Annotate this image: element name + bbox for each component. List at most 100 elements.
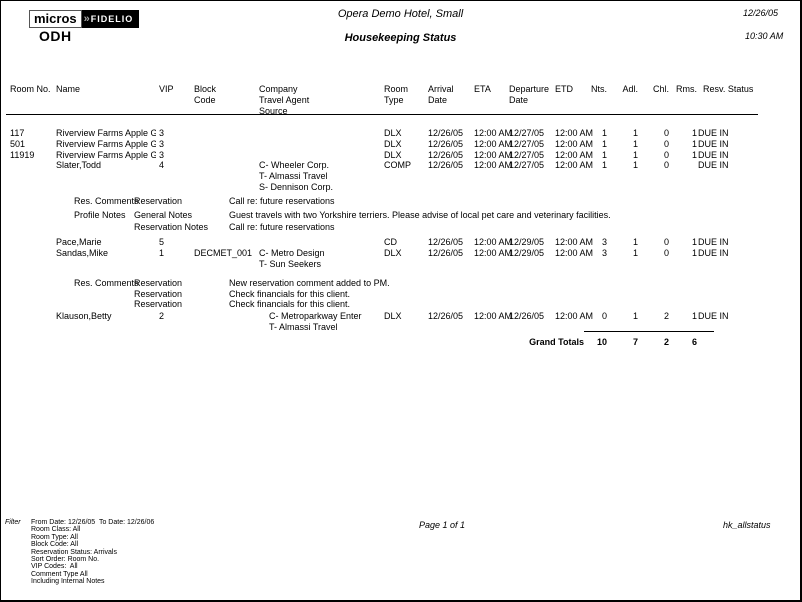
arrival-date: 12/26/05 xyxy=(428,160,464,170)
total-rooms: 6 xyxy=(691,337,697,347)
resv-status: DUE IN xyxy=(698,150,729,160)
filter-line: VIP Codes: All xyxy=(31,563,78,571)
nights: 1 xyxy=(601,150,607,160)
page-number: Page 1 of 1 xyxy=(419,520,466,530)
comment-text: Check financials for this client. xyxy=(229,289,351,299)
rooms: 1 xyxy=(691,248,697,258)
arrival-date: 12/26/05 xyxy=(428,311,464,321)
etd-value: 12:00 AM xyxy=(555,311,594,321)
arrival-date: 12/26/05 xyxy=(428,150,464,160)
etd-value: 12:00 AM xyxy=(555,248,594,258)
comment-text: New reservation comment added to PM. xyxy=(229,278,390,288)
departure-date: 12/29/05 xyxy=(509,237,545,247)
property-code: ODH xyxy=(39,28,72,44)
header-divider xyxy=(6,114,758,115)
children: 0 xyxy=(663,237,669,247)
filter-label: Filter xyxy=(5,519,21,526)
filter-summary: From Date: 12/26/05 To Date: 12/26/06 Ro… xyxy=(31,519,154,586)
nights: 3 xyxy=(601,248,607,258)
guest-name: Slater,Todd xyxy=(56,160,102,170)
room-type: DLX xyxy=(384,248,402,258)
eta-value: 12:00 AM xyxy=(474,311,513,321)
comment-line: Profile Notes General Notes Guest travel… xyxy=(1,210,800,221)
guest-name: Sandas,Mike xyxy=(56,248,109,258)
vip-code: 5 xyxy=(159,237,165,247)
etd-value: 12:00 AM xyxy=(555,160,594,170)
nights: 1 xyxy=(601,160,607,170)
comment-type: General Notes xyxy=(134,210,193,220)
total-nights: 10 xyxy=(596,337,607,347)
col-nights: Nts. xyxy=(590,84,607,94)
comment-line: Reservation Check financials for this cl… xyxy=(1,299,800,310)
col-adults: Adl. xyxy=(622,84,638,94)
fidelio-logo-text: FIDELIO xyxy=(90,14,134,24)
eta-value: 12:00 AM xyxy=(474,150,513,160)
adults: 1 xyxy=(632,160,638,170)
eta-value: 12:00 AM xyxy=(474,128,513,138)
room-type: DLX xyxy=(384,139,402,149)
children: 0 xyxy=(663,160,669,170)
reservation-row: Slater,Todd 4 C- Wheeler Corp. T- Almass… xyxy=(1,160,800,192)
room-no: 501 xyxy=(10,139,26,149)
report-title: Housekeeping Status xyxy=(344,32,457,44)
arrival-date: 12/26/05 xyxy=(428,248,464,258)
company-lines: C- Metroparkway Enter T- Almassi Travel xyxy=(269,311,362,332)
departure-date: 12/27/05 xyxy=(509,139,545,149)
hotel-name: Opera Demo Hotel, Small xyxy=(337,8,464,20)
micros-logo-text: micros xyxy=(29,10,82,28)
reservation-row: Pace,Marie 5 CD 12/26/05 12:00 AM 12/29/… xyxy=(1,237,800,248)
adults: 1 xyxy=(632,311,638,321)
arrival-date: 12/26/05 xyxy=(428,139,464,149)
children: 0 xyxy=(663,248,669,258)
departure-date: 12/26/05 xyxy=(509,311,545,321)
comment-text: Guest travels with two Yorkshire terrier… xyxy=(229,210,611,220)
col-eta: ETA xyxy=(474,84,491,94)
col-etd: ETD xyxy=(555,84,573,94)
guest-name: Riverview Farms Apple Grov xyxy=(56,150,156,160)
reservation-row: 11919 Riverview Farms Apple Grov 3 DLX 1… xyxy=(1,150,800,161)
comment-label: Res. Comments xyxy=(74,278,139,288)
rooms: 1 xyxy=(691,150,697,160)
room-type: DLX xyxy=(384,311,402,321)
reservation-row: Klauson,Betty 2 C- Metroparkway Enter T-… xyxy=(1,311,800,332)
eta-value: 12:00 AM xyxy=(474,237,513,247)
filter-line: Comment Type All xyxy=(31,570,88,578)
col-departure: Departure Date xyxy=(509,84,550,105)
comment-type: Reservation xyxy=(134,289,183,299)
adults: 1 xyxy=(632,139,638,149)
comment-type: Reservation Notes xyxy=(134,222,209,232)
children: 0 xyxy=(663,139,669,149)
filter-line: Room Type: All xyxy=(31,533,78,541)
children: 2 xyxy=(663,311,669,321)
print-date: 12/26/05 xyxy=(743,8,779,18)
comment-line: Res. Comments Reservation Call re: futur… xyxy=(1,196,800,207)
filter-line: Block Code: All xyxy=(31,541,79,549)
departure-date: 12/27/05 xyxy=(509,128,545,138)
fidelio-logo-box: »FIDELIO xyxy=(81,10,140,28)
reservation-row: 501 Riverview Farms Apple Grov 3 DLX 12/… xyxy=(1,139,800,150)
filter-line: Reservation Status: Arrivals xyxy=(31,548,117,556)
resv-status: DUE IN xyxy=(698,160,729,170)
col-rooms: Rms. xyxy=(676,84,697,94)
block-code: DECMET_001 xyxy=(194,248,253,258)
arrival-date: 12/26/05 xyxy=(428,237,464,247)
children: 0 xyxy=(663,128,669,138)
filter-line: Room Class: All xyxy=(31,526,81,534)
nights: 0 xyxy=(601,311,607,321)
col-room-type: Room Type xyxy=(384,84,409,105)
col-block-code: Block Code xyxy=(194,84,217,105)
vip-code: 3 xyxy=(159,139,165,149)
children: 0 xyxy=(663,150,669,160)
grand-totals-label: Grand Totals xyxy=(529,337,584,347)
micros-fidelio-logo: micros »FIDELIO xyxy=(29,10,140,28)
vip-code: 1 xyxy=(159,248,165,258)
comment-line: Reservation Notes Call re: future reserv… xyxy=(1,222,800,233)
vip-code: 2 xyxy=(159,311,165,321)
room-type: CD xyxy=(384,237,397,247)
guest-name: Pace,Marie xyxy=(56,237,102,247)
etd-value: 12:00 AM xyxy=(555,150,594,160)
col-arrival: Arrival Date xyxy=(428,84,454,105)
rooms: 1 xyxy=(691,139,697,149)
nights: 1 xyxy=(601,139,607,149)
